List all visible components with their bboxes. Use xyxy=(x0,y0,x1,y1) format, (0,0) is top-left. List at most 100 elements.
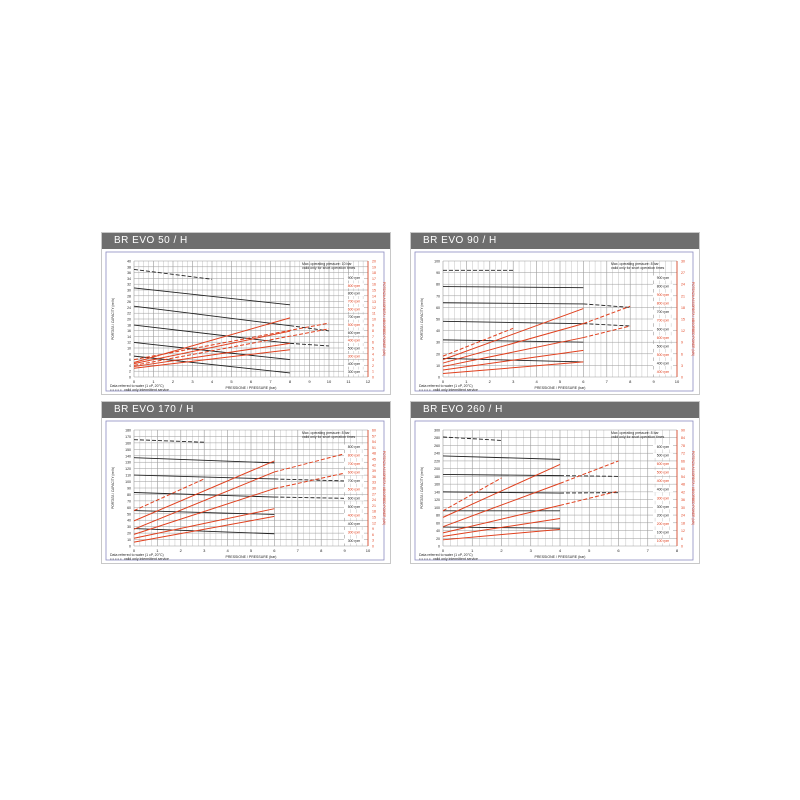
capacity-curve xyxy=(133,528,275,535)
x-tick-label: 9 xyxy=(343,548,346,553)
rpm-label-bg xyxy=(344,338,364,344)
y2-tick-label: 15 xyxy=(372,516,376,520)
y2-tick-label: 17 xyxy=(372,277,376,281)
x-tick-label: 6 xyxy=(617,548,620,553)
short-operation-note: valid only for short operation times xyxy=(302,266,356,270)
rpm-label-bg xyxy=(344,299,364,304)
dashed-line-note: valid only intermittent service xyxy=(124,388,169,392)
rpm-label-bg xyxy=(653,444,673,450)
power-curve xyxy=(133,488,275,535)
rpm-label: 800 rpm xyxy=(348,292,361,296)
power-curve xyxy=(133,515,275,543)
y2-tick-label: 48 xyxy=(681,483,685,487)
rpm-label: 500 rpm xyxy=(348,505,361,509)
rpm-label-bg xyxy=(653,453,673,459)
rpm-label: 700 rpm xyxy=(348,315,361,319)
rpm-label: 300 rpm xyxy=(348,530,361,534)
y2-tick-label: 30 xyxy=(681,506,685,510)
power-curve xyxy=(559,490,619,506)
y-tick-label: 300 xyxy=(434,429,440,433)
y-tick-label: 32 xyxy=(127,283,131,287)
y-tick-label: 160 xyxy=(434,483,440,487)
y2-tick-label: 30 xyxy=(372,487,376,491)
x-tick-label: 4 xyxy=(226,548,229,553)
y-tick-label: 40 xyxy=(436,529,440,533)
dashed-line-note: valid only intermittent service xyxy=(124,557,169,561)
y2-tick-label: 20 xyxy=(372,260,376,264)
y-tick-label: 100 xyxy=(434,260,440,264)
y-tick-label: 26 xyxy=(127,300,131,304)
rpm-label-bg xyxy=(653,284,673,290)
rpm-label: 500 rpm xyxy=(657,454,670,458)
x-tick-label: 2 xyxy=(489,379,492,384)
rpm-label: 400 rpm xyxy=(348,513,361,517)
y2-axis-label: POTENZA ASSORBITA / ABSORBED POWER (kW) xyxy=(691,451,695,525)
y2-tick-label: 9 xyxy=(681,341,683,345)
x-tick-label: 8 xyxy=(320,548,323,553)
rpm-label: 400 rpm xyxy=(657,361,670,365)
rpm-label-bg xyxy=(653,461,673,467)
x-tick-label: 0 xyxy=(442,379,445,384)
y-tick-label: 14 xyxy=(127,335,131,339)
power-curve xyxy=(559,460,619,484)
power-curve xyxy=(133,471,275,530)
x-axis-label: PRESSIONE / PRESSURE (bar) xyxy=(226,555,277,559)
capacity-curve xyxy=(133,324,291,344)
y-tick-label: 12 xyxy=(127,341,131,345)
y-tick-label: 240 xyxy=(434,452,440,456)
chart-svg: 0246810121416182022242628303234363840012… xyxy=(105,251,386,392)
power-curve xyxy=(442,518,561,537)
y-tick-label: 130 xyxy=(125,461,131,465)
y-tick-label: 260 xyxy=(434,444,440,448)
y2-axis-label: POTENZA ASSORBITA / ABSORBED POWER (kW) xyxy=(691,282,695,356)
water-reference-note: Data referred to water (1 cP, 20°C) xyxy=(419,384,473,388)
capacity-curve xyxy=(133,474,275,480)
x-tick-label: 8 xyxy=(676,548,679,553)
rpm-label-bg xyxy=(653,470,673,476)
power-curve xyxy=(442,349,584,371)
y2-tick-label: 4 xyxy=(372,352,374,356)
x-tick-label: 3 xyxy=(512,379,515,384)
rpm-label: 900 rpm xyxy=(657,293,670,297)
chart-title: BR EVO 260 / H xyxy=(411,402,699,418)
rpm-label: 600 rpm xyxy=(657,462,670,466)
rpm-label: 200 rpm xyxy=(657,513,670,517)
y2-tick-label: 42 xyxy=(372,463,376,467)
rpm-label: 600 rpm xyxy=(348,471,361,475)
rpm-label-bg xyxy=(344,461,364,467)
capacity-curve xyxy=(442,491,561,494)
y2-tick-label: 54 xyxy=(372,440,376,444)
rpm-label-bg xyxy=(653,495,673,501)
rpm-label-bg xyxy=(653,512,673,518)
x-tick-label: 8 xyxy=(629,379,632,384)
y2-tick-label: 14 xyxy=(372,294,376,298)
power-curve xyxy=(133,328,330,366)
capacity-curve xyxy=(133,287,291,306)
y2-tick-label: 3 xyxy=(681,364,683,368)
y2-tick-label: 12 xyxy=(681,329,685,333)
rpm-label: 600 rpm xyxy=(348,307,361,311)
rpm-label-bg xyxy=(344,495,364,501)
x-tick-label: 6 xyxy=(273,548,276,553)
x-tick-label: 3 xyxy=(203,548,206,553)
power-curve xyxy=(133,322,330,361)
rpm-label: 300 rpm xyxy=(348,370,361,374)
rpm-label: 900 rpm xyxy=(657,276,670,280)
y-tick-label: 30 xyxy=(127,525,131,529)
rpm-label-bg xyxy=(344,291,364,297)
y2-tick-label: 6 xyxy=(681,352,683,356)
x-tick-label: 6 xyxy=(582,379,585,384)
y2-tick-label: 60 xyxy=(681,467,685,471)
rpm-label-bg xyxy=(653,326,673,332)
capacity-curve xyxy=(289,325,330,332)
power-curve xyxy=(442,482,561,528)
y-tick-label: 20 xyxy=(436,537,440,541)
y-tick-label: 0 xyxy=(438,545,440,549)
x-tick-label: 0 xyxy=(133,379,136,384)
rpm-label-bg xyxy=(344,330,364,336)
x-tick-label: 11 xyxy=(346,379,351,384)
y2-tick-label: 48 xyxy=(372,452,376,456)
x-tick-label: 10 xyxy=(327,379,332,384)
y-tick-label: 220 xyxy=(434,459,440,463)
y-tick-label: 8 xyxy=(129,352,131,356)
